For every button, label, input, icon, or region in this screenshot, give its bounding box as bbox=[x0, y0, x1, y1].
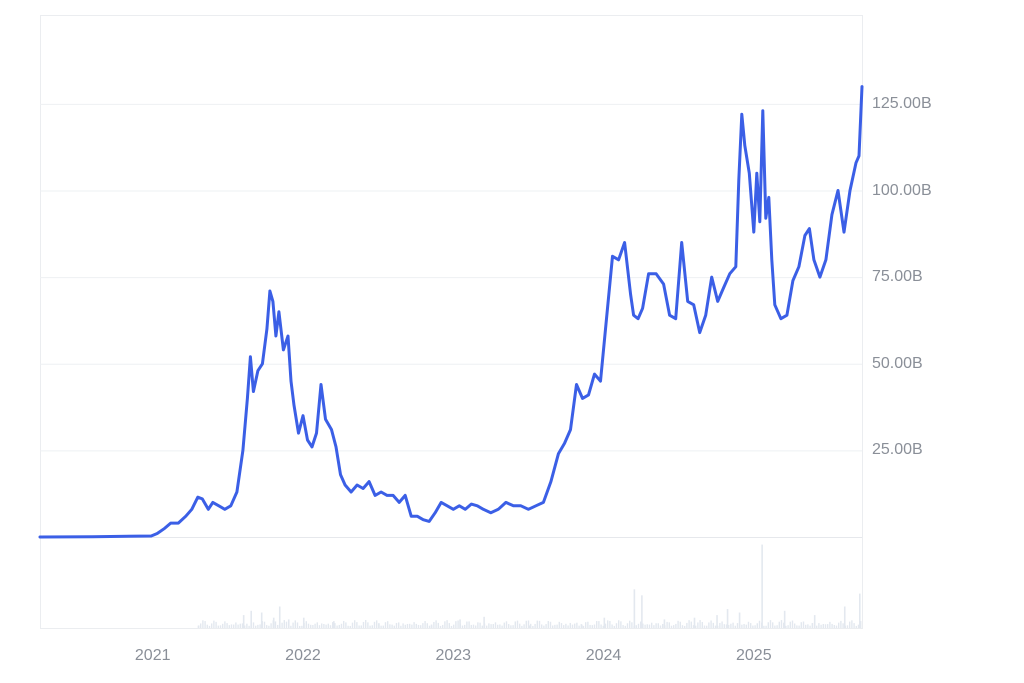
x-tick-label: 2025 bbox=[736, 647, 772, 664]
price-line bbox=[38, 85, 864, 539]
gridlines bbox=[40, 103, 862, 538]
plot-border bbox=[40, 15, 863, 629]
y-tick-label: 75.00B bbox=[872, 268, 923, 286]
y-tick-label: 50.00B bbox=[872, 354, 923, 372]
volume-histogram bbox=[197, 544, 862, 628]
y-tick-label: 100.00B bbox=[872, 181, 932, 199]
x-tick-label: 2023 bbox=[435, 647, 472, 664]
x-tick-label: 2024 bbox=[585, 647, 622, 664]
y-tick-label: 125.00B bbox=[872, 94, 932, 112]
y-tick-label: 25.00B bbox=[872, 441, 923, 459]
x-tick-label: 2021 bbox=[134, 647, 171, 664]
x-tick-label: 2022 bbox=[285, 647, 321, 664]
